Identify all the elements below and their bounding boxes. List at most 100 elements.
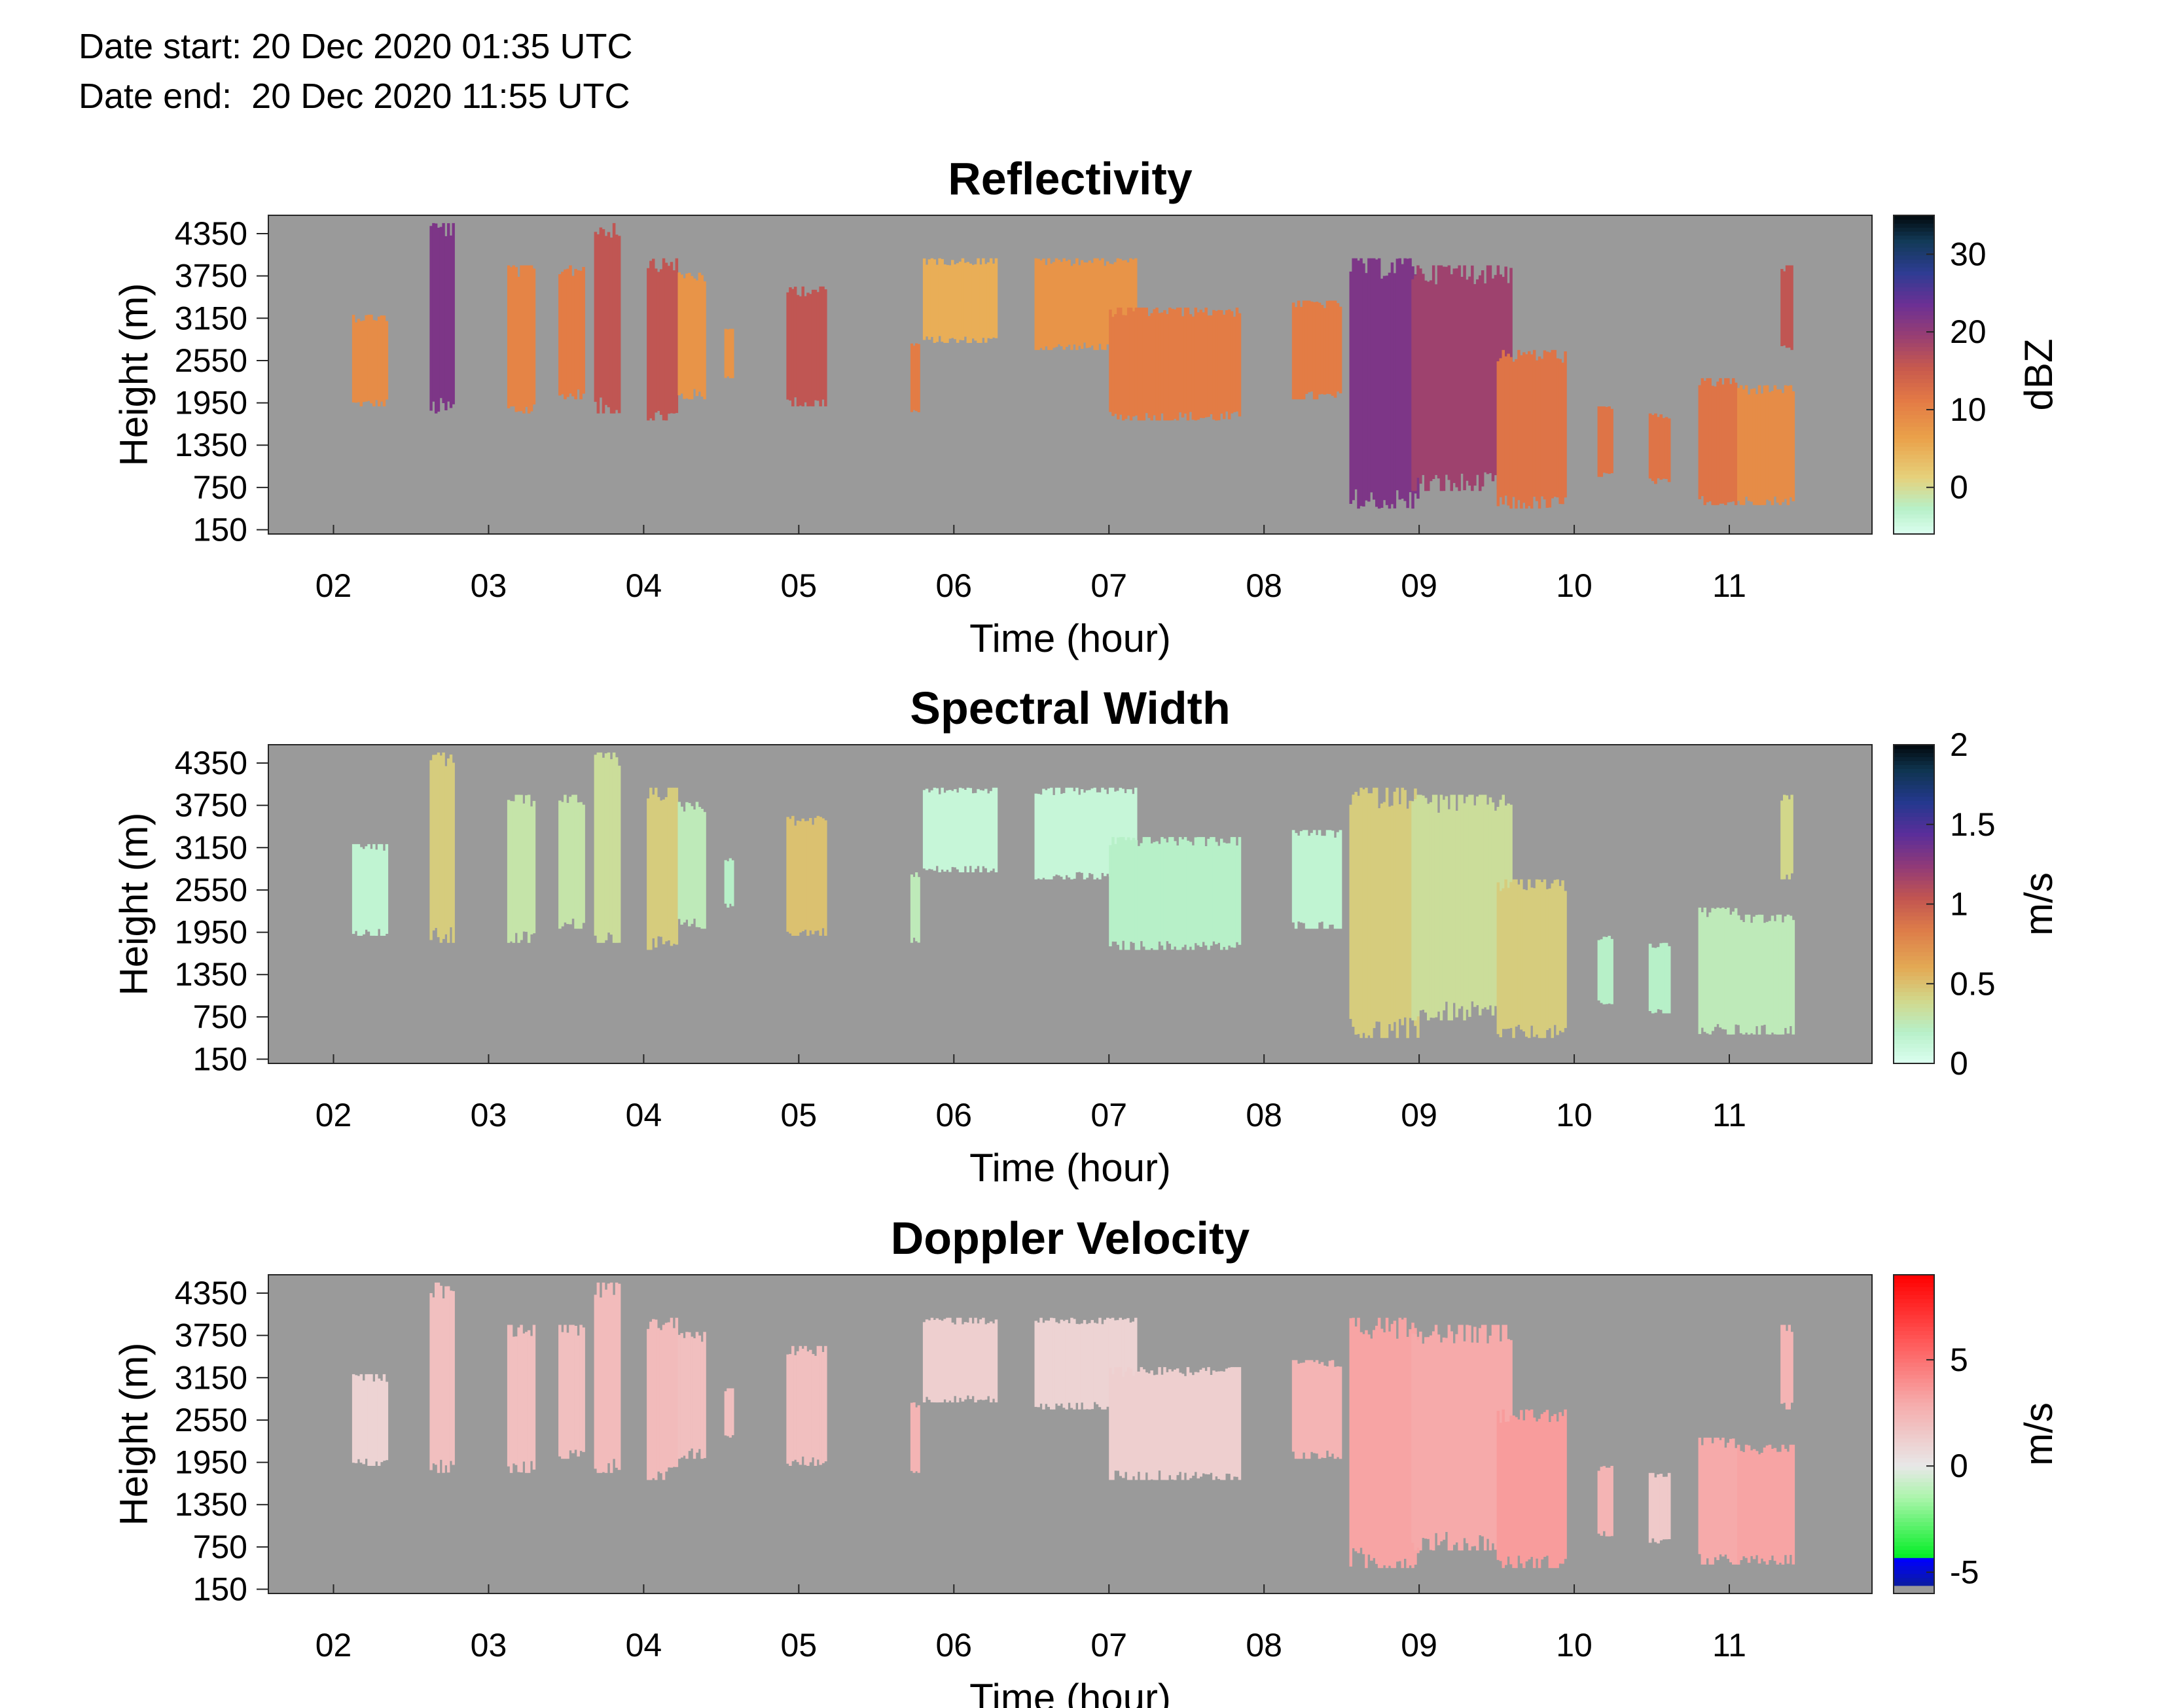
colorbar-swatch bbox=[1894, 892, 1934, 897]
colorbar-swatch bbox=[1894, 828, 1934, 833]
echo-cell bbox=[1665, 417, 1668, 479]
colorbar-swatch bbox=[1894, 840, 1934, 845]
echo-cell bbox=[1447, 1325, 1451, 1551]
echo-cell bbox=[1171, 1371, 1174, 1480]
echo-cell bbox=[1780, 800, 1784, 880]
echo-cell bbox=[1434, 794, 1438, 1018]
echo-cell bbox=[1545, 889, 1549, 1030]
echo-cell bbox=[1153, 309, 1156, 416]
echo-cell bbox=[969, 788, 972, 866]
echo-cell bbox=[724, 860, 727, 904]
echo-cell bbox=[1297, 300, 1301, 400]
echo-cell bbox=[1698, 385, 1702, 499]
echo-cell bbox=[816, 292, 820, 401]
echo-cell bbox=[596, 752, 600, 943]
echo-cell bbox=[1429, 802, 1433, 1018]
echo-cell bbox=[1113, 791, 1117, 878]
colorbar-swatch bbox=[1894, 868, 1934, 873]
echo-cell bbox=[1217, 845, 1221, 943]
colorbar-swatch bbox=[1894, 1502, 1934, 1506]
echo-cell bbox=[811, 289, 815, 406]
echo-cell bbox=[1463, 803, 1466, 1021]
echo-cell bbox=[1225, 310, 1229, 412]
colorbar-swatch bbox=[1894, 1525, 1934, 1531]
echo-cell bbox=[951, 791, 954, 867]
echo-cell bbox=[1352, 1317, 1355, 1548]
echo-cell bbox=[1147, 837, 1151, 950]
echo-cell bbox=[1393, 273, 1397, 508]
colorbar-swatch bbox=[1894, 932, 1934, 936]
echo-cell bbox=[382, 850, 386, 936]
echo-cell bbox=[444, 236, 448, 410]
echo-cell bbox=[700, 809, 704, 929]
echo-cell bbox=[1564, 1409, 1567, 1559]
colorbar-swatch bbox=[1894, 223, 1934, 228]
echo-cell bbox=[530, 265, 533, 412]
echo-cell bbox=[809, 294, 812, 406]
colorbar-swatch bbox=[1894, 327, 1934, 332]
echo-cell bbox=[958, 1317, 962, 1398]
echo-cell bbox=[1778, 914, 1782, 1035]
echo-cell bbox=[1124, 1319, 1127, 1408]
echo-cell bbox=[1445, 266, 1449, 475]
colorbar-tick-label: -5 bbox=[1950, 1554, 1979, 1591]
echo-cell bbox=[1233, 1367, 1236, 1477]
echo-cell bbox=[979, 1319, 982, 1400]
echo-cell bbox=[1352, 258, 1355, 501]
echo-cell bbox=[1473, 805, 1477, 1007]
x-tick-label: 05 bbox=[781, 1627, 818, 1664]
echo-cell bbox=[1111, 837, 1115, 942]
echo-cell bbox=[1561, 1415, 1564, 1564]
echo-cell bbox=[1439, 794, 1443, 1021]
echo-cell bbox=[1052, 262, 1056, 348]
echo-cell bbox=[1437, 1334, 1441, 1546]
colorbar-swatch bbox=[1894, 374, 1934, 380]
echo-cell bbox=[1515, 1417, 1518, 1569]
colorbar-swatch bbox=[1894, 976, 1934, 980]
echo-cell bbox=[1181, 316, 1185, 418]
colorbar-swatch bbox=[1894, 478, 1934, 483]
colorbar-swatch bbox=[1894, 1453, 1934, 1459]
echo-cell bbox=[1654, 413, 1657, 484]
echo-cell bbox=[680, 1333, 683, 1458]
echo-cell bbox=[1142, 837, 1146, 947]
echo-cell bbox=[1496, 361, 1500, 507]
echo-cell bbox=[695, 1332, 699, 1453]
echo-cell bbox=[1331, 1360, 1335, 1454]
echo-cell bbox=[1393, 1321, 1397, 1569]
echo-cell bbox=[1466, 796, 1469, 1010]
echo-cell bbox=[452, 222, 455, 404]
colorbar-swatch bbox=[1894, 294, 1934, 300]
y-tick-label: 3750 bbox=[175, 787, 247, 824]
echo-cell bbox=[1134, 840, 1138, 950]
echo-cell bbox=[652, 794, 655, 938]
x-tick-label: 08 bbox=[1246, 1097, 1282, 1133]
echo-cell bbox=[1504, 356, 1507, 496]
echo-cell bbox=[432, 222, 435, 402]
colorbar-swatch bbox=[1894, 1386, 1934, 1391]
colorbar-swatch bbox=[1894, 1426, 1934, 1431]
colorbar-swatch bbox=[1894, 1581, 1934, 1586]
echo-cell bbox=[437, 752, 441, 938]
echo-cell bbox=[517, 277, 520, 412]
echo-cell bbox=[1665, 1476, 1668, 1540]
echo-cell bbox=[1142, 308, 1146, 421]
echo-cell bbox=[729, 1388, 732, 1438]
y-tick-label: 3150 bbox=[175, 300, 247, 336]
echo-cell bbox=[452, 1290, 455, 1465]
echo-cell bbox=[786, 1354, 789, 1464]
echo-cell bbox=[579, 802, 583, 929]
echo-cell bbox=[1153, 842, 1156, 950]
x-tick-label: 04 bbox=[626, 1097, 662, 1133]
echo-cell bbox=[1073, 791, 1076, 879]
echo-cell bbox=[1548, 888, 1552, 1029]
echo-cell bbox=[1109, 845, 1112, 947]
echo-cell bbox=[1215, 1372, 1218, 1477]
colorbar: 2 1.5 1 0.5 0 m/s bbox=[1893, 726, 2061, 1082]
echo-cell bbox=[1357, 260, 1360, 509]
echo-cell bbox=[1349, 804, 1352, 1019]
echo-cell bbox=[695, 280, 699, 397]
echo-cell bbox=[1377, 1317, 1381, 1569]
echo-cell bbox=[1763, 385, 1767, 505]
echo-cell bbox=[1395, 787, 1399, 1039]
